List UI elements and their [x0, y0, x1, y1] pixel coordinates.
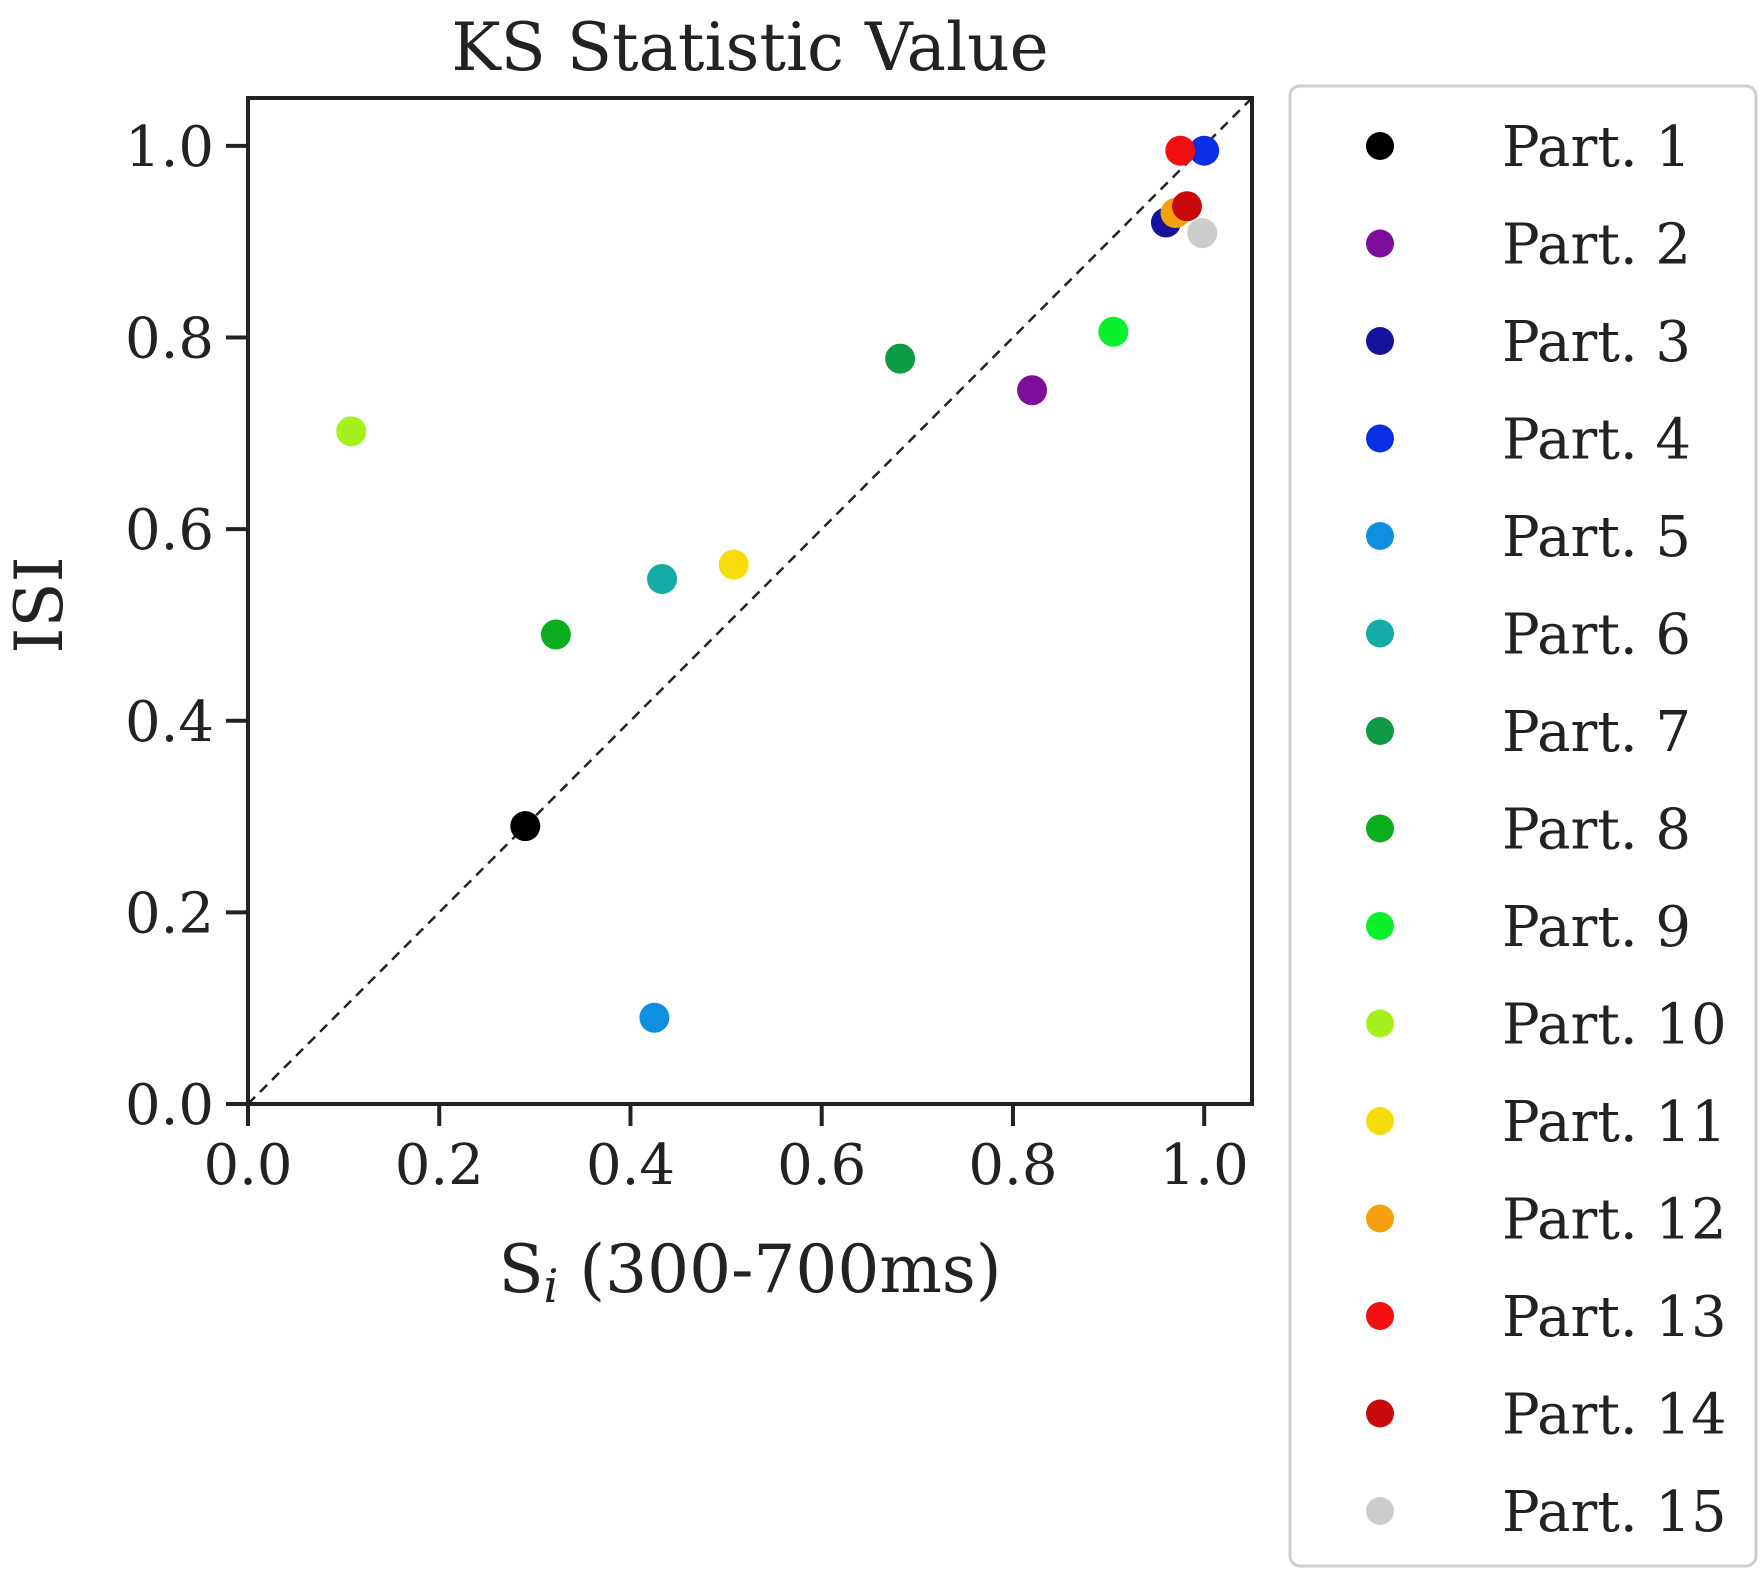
legend-label-part-7: Part. 7 — [1502, 700, 1691, 765]
y-tick-label: 0.2 — [125, 881, 214, 946]
legend-label-part-13: Part. 13 — [1502, 1285, 1727, 1350]
data-point-part-15 — [1187, 218, 1218, 249]
legend-label-part-10: Part. 10 — [1502, 993, 1727, 1058]
data-points — [336, 135, 1220, 1033]
data-point-part-2 — [1017, 375, 1048, 406]
x-axis-label: Si (300-700ms) — [498, 1231, 1001, 1313]
data-point-part-7 — [885, 343, 916, 374]
legend-marker-part-2 — [1366, 229, 1394, 258]
legend-marker-part-7 — [1366, 717, 1394, 745]
data-point-part-9 — [1098, 316, 1129, 347]
data-point-part-11 — [718, 549, 749, 580]
legend-label-part-5: Part. 5 — [1502, 505, 1691, 570]
legend-marker-part-3 — [1366, 327, 1394, 355]
data-point-part-4 — [1189, 135, 1220, 166]
legend-marker-part-15 — [1366, 1497, 1394, 1525]
legend-marker-part-14 — [1366, 1399, 1394, 1428]
legend-marker-part-9 — [1366, 912, 1394, 940]
data-point-part-10 — [336, 416, 367, 447]
legend-label-part-9: Part. 9 — [1502, 895, 1691, 960]
y-tick-label: 1.0 — [125, 115, 214, 180]
data-point-part-13 — [1165, 135, 1196, 166]
legend-label-part-8: Part. 8 — [1502, 798, 1691, 863]
x-tick-label: 0.6 — [777, 1133, 866, 1198]
legend-marker-part-8 — [1366, 814, 1394, 843]
x-axis-ticks: 0.0 0.2 0.4 0.6 0.8 1.0 — [203, 1104, 1249, 1198]
y-tick-label: 0.8 — [125, 307, 214, 372]
legend-label-part-14: Part. 14 — [1502, 1383, 1727, 1448]
x-tick-label: 0.2 — [395, 1133, 484, 1198]
legend-frame — [1288, 84, 1758, 1568]
y-tick-label: 0.4 — [125, 690, 214, 755]
x-tick-label: 1.0 — [1160, 1133, 1249, 1198]
legend-label-part-6: Part. 6 — [1502, 603, 1691, 668]
legend: Part. 1 Part. 2 Part. 3 Part. 4 Part. 5 Part.… — [1288, 84, 1758, 1568]
x-tick-label: 0.4 — [586, 1133, 675, 1198]
y-axis-ticks: 0.0 0.2 0.4 0.6 0.8 1.0 — [125, 115, 248, 1138]
diagonal-reference-line — [247, 97, 1253, 1105]
legend-label-part-1: Part. 1 — [1502, 115, 1691, 180]
legend-marker-part-6 — [1366, 619, 1394, 648]
legend-marker-part-10 — [1366, 1009, 1394, 1038]
chart-title: KS Statistic Value — [451, 9, 1048, 86]
plot-frame — [246, 96, 1254, 1106]
y-axis-label: ISI — [1, 556, 78, 653]
legend-label-part-15: Part. 15 — [1502, 1480, 1727, 1545]
y-tick-label: 0.6 — [125, 498, 214, 563]
x-tick-label: 0.0 — [203, 1133, 292, 1198]
legend-marker-part-12 — [1366, 1204, 1394, 1233]
legend-label-part-3: Part. 3 — [1502, 310, 1691, 375]
plot-area — [246, 96, 1254, 1106]
legend-label-part-12: Part. 12 — [1502, 1188, 1727, 1253]
data-point-part-8 — [540, 619, 571, 650]
legend-label-part-2: Part. 2 — [1502, 213, 1691, 278]
data-point-part-6 — [647, 563, 678, 594]
legend-marker-part-4 — [1366, 424, 1394, 453]
data-point-part-14 — [1171, 191, 1202, 222]
data-point-part-5 — [639, 1002, 670, 1033]
legend-marker-part-5 — [1366, 522, 1394, 550]
x-tick-label: 0.8 — [968, 1133, 1057, 1198]
legend-label-part-4: Part. 4 — [1502, 408, 1691, 473]
y-tick-label: 0.0 — [125, 1073, 214, 1138]
legend-marker-part-13 — [1366, 1302, 1394, 1330]
legend-label-part-11: Part. 11 — [1502, 1090, 1727, 1155]
data-point-part-1 — [510, 811, 541, 842]
legend-marker-part-11 — [1366, 1107, 1394, 1135]
legend-marker-part-1 — [1366, 132, 1394, 160]
